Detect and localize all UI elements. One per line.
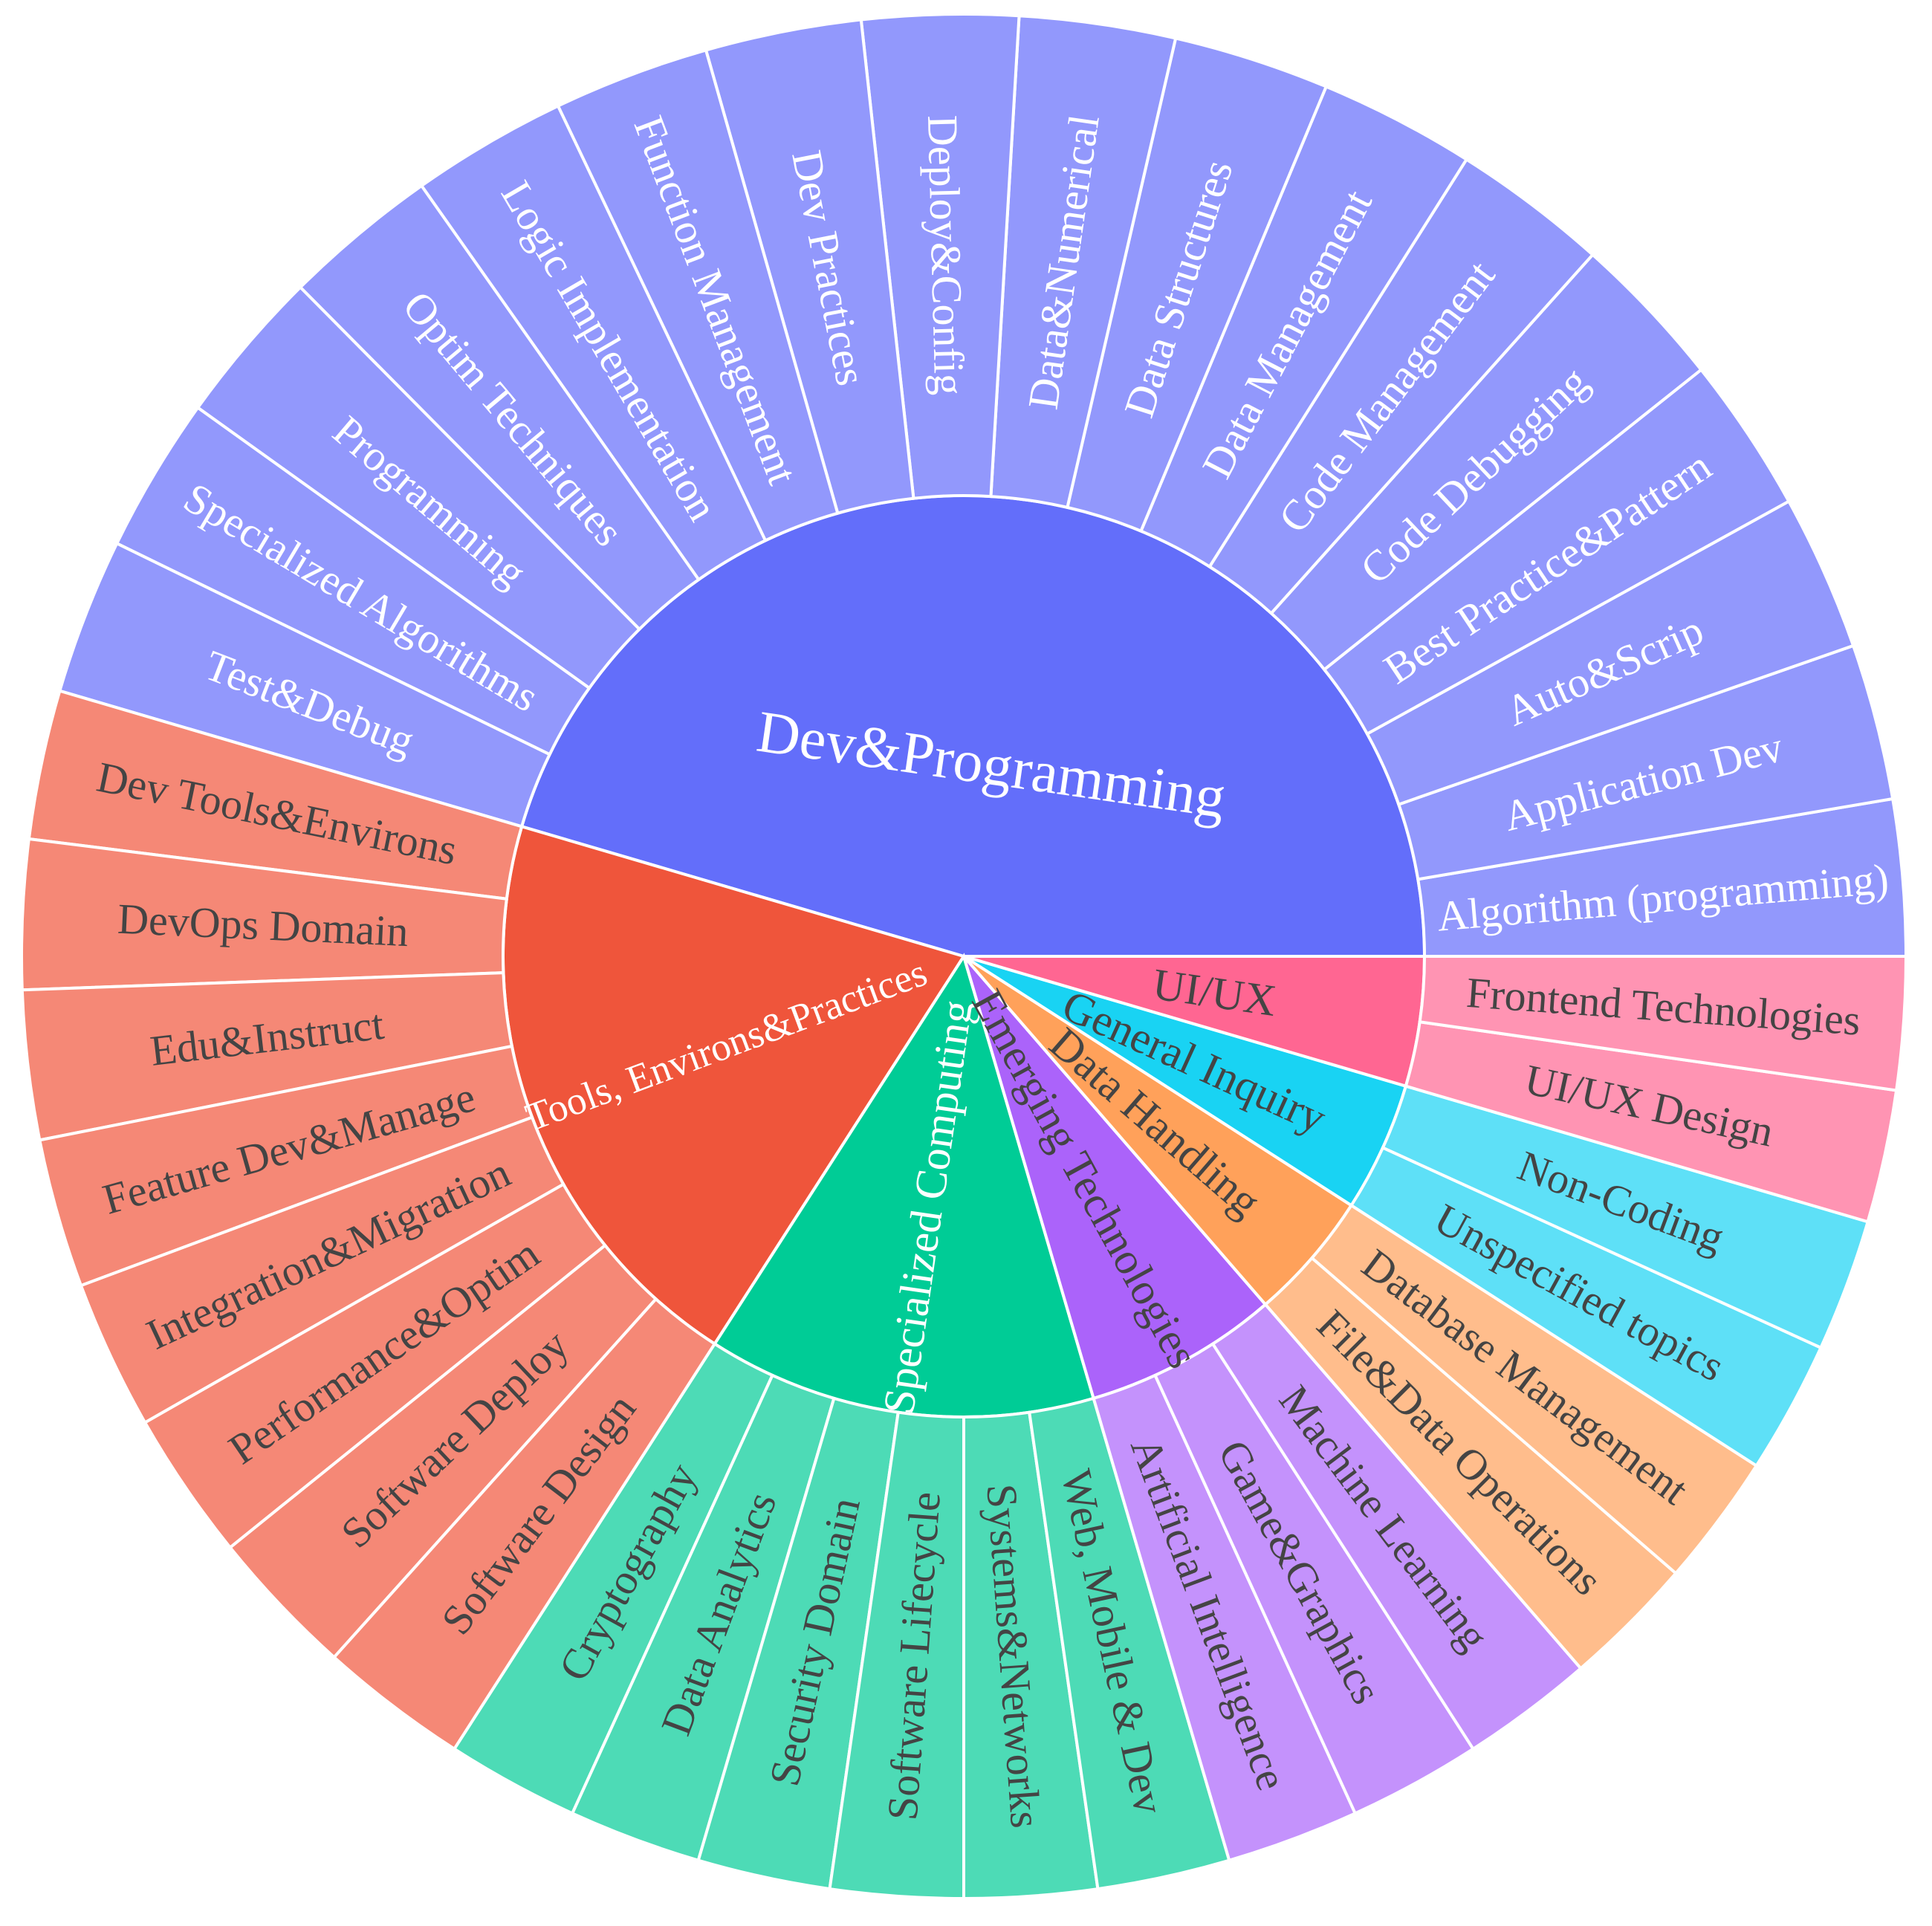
label-outer-deploy-and-config: Deploy&Config [918, 114, 973, 395]
wedge-frontend-technologies[interactable] [1418, 955, 1908, 1092]
wedges [20, 13, 1908, 1901]
